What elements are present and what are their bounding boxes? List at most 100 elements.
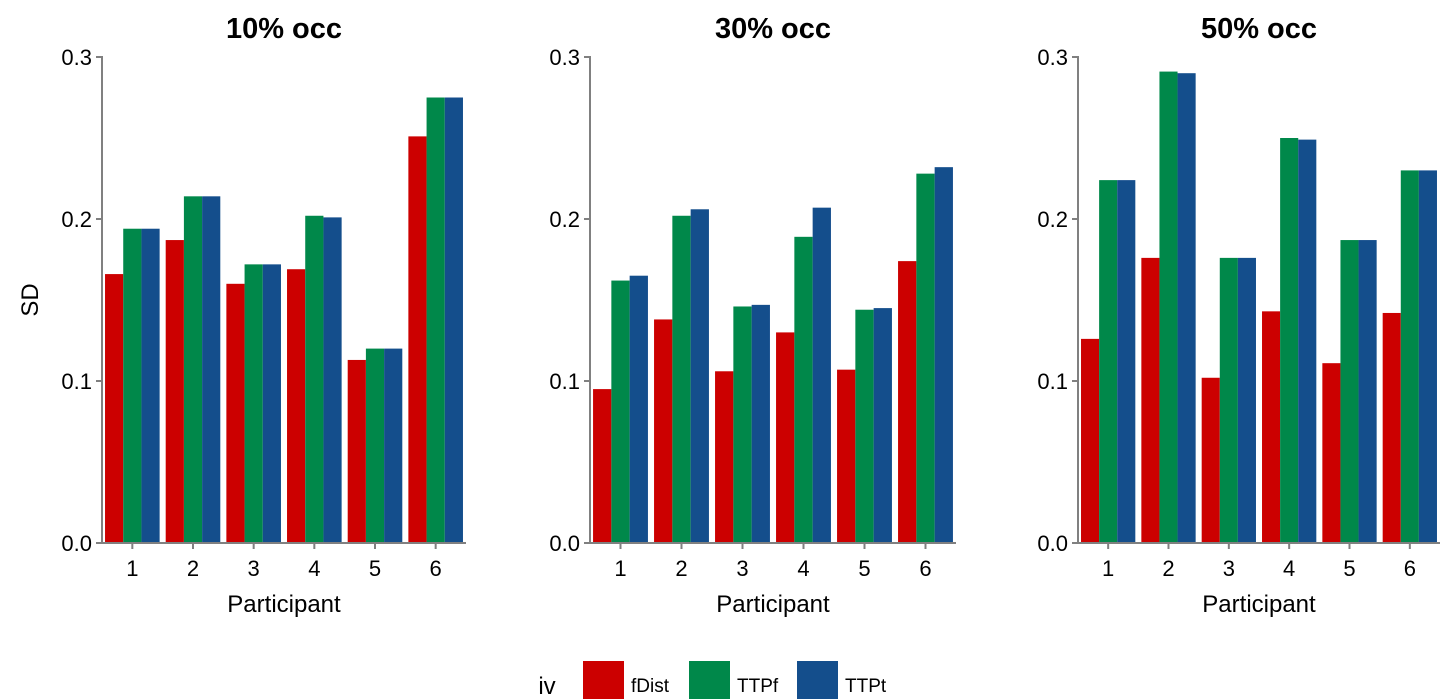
bar-fDist-p5 [837, 369, 856, 543]
bar-TTPt-p6 [934, 167, 953, 543]
y-tick-label: 0.0 [549, 531, 580, 556]
y-tick-label: 0.3 [61, 45, 92, 70]
x-axis-title: Participant [1202, 591, 1316, 618]
panel-title: 50% occ [1201, 13, 1317, 45]
x-tick-label: 5 [1343, 556, 1355, 581]
bar-TTPt-p5 [873, 308, 892, 543]
bar-TTPt-p6 [444, 97, 463, 543]
x-tick-label: 3 [736, 556, 748, 581]
x-tick-label: 2 [1162, 556, 1174, 581]
legend-swatch-TTPt [797, 661, 838, 699]
y-tick-label: 0.1 [1037, 369, 1068, 394]
panel-1: 10% occ 0.0 0.1 0.2 0.3 1 2 3 4 5 6 Participant SD [17, 13, 466, 618]
bar-fDist-p4 [287, 269, 306, 543]
bar-fDist-p2 [165, 240, 184, 543]
legend-label-TTPf: TTPf [737, 676, 779, 697]
bar-fDist-p1 [1081, 338, 1100, 543]
y-tick-label: 0.2 [549, 207, 580, 232]
bar-fDist-p3 [1201, 377, 1220, 543]
x-axis-title: Participant [227, 591, 341, 618]
x-tick-label: 3 [248, 556, 260, 581]
bar-TTPf-p1 [611, 280, 630, 543]
y-tick-label: 0.3 [549, 45, 580, 70]
bar-fDist-p4 [776, 332, 795, 543]
bar-TTPf-p2 [1159, 71, 1178, 543]
bar-TTPf-p1 [123, 228, 142, 543]
x-tick-label: 4 [1283, 556, 1295, 581]
x-tick-label: 3 [1223, 556, 1235, 581]
x-tick-label: 6 [919, 556, 931, 581]
bar-TTPf-p4 [305, 215, 324, 543]
x-tick-label: 5 [858, 556, 870, 581]
bar-TTPf-p3 [244, 264, 263, 543]
bar-TTPt-p3 [1237, 257, 1256, 543]
bar-TTPt-p3 [751, 304, 770, 543]
legend: iv fDist TTPf TTPt [538, 661, 887, 699]
bar-TTPf-p5 [1340, 240, 1359, 543]
y-tick-label: 0.3 [1037, 45, 1068, 70]
bar-TTPf-p3 [733, 306, 752, 543]
legend-title: iv [538, 673, 555, 699]
bar-TTPf-p5 [365, 348, 385, 543]
panel-title: 30% occ [715, 13, 831, 45]
bar-fDist-p1 [593, 389, 612, 543]
bar-fDist-p1 [105, 274, 124, 543]
bar-TTPf-p2 [672, 215, 691, 543]
y-tick-label: 0.1 [61, 369, 92, 394]
legend-label-TTPt: TTPt [845, 676, 887, 697]
legend-swatch-TTPf [689, 661, 730, 699]
x-tick-label: 1 [1102, 556, 1114, 581]
bar-TTPt-p4 [323, 217, 342, 543]
x-tick-label: 6 [430, 556, 442, 581]
panel-3: 50% occ 0.0 0.1 0.2 0.3 1 2 3 4 5 6 Participant [1037, 13, 1440, 618]
bar-TTPt-p2 [202, 196, 221, 543]
y-tick-label: 0.1 [549, 369, 580, 394]
bar-TTPt-p1 [629, 275, 648, 543]
legend-swatch-fDist [583, 661, 624, 699]
x-tick-label: 4 [308, 556, 320, 581]
y-tick-label: 0.2 [1037, 207, 1068, 232]
bar-fDist-p3 [715, 371, 734, 543]
bar-TTPf-p3 [1219, 257, 1238, 543]
bar-fDist-p6 [898, 261, 917, 543]
bar-TTPt-p2 [690, 209, 709, 543]
bar-fDist-p4 [1262, 311, 1281, 543]
bar-TTPf-p4 [1280, 138, 1299, 543]
bar-fDist-p5 [1322, 363, 1341, 543]
y-tick-label: 0.0 [1037, 531, 1068, 556]
bar-TTPf-p6 [1400, 170, 1419, 543]
bar-TTPf-p5 [855, 309, 874, 543]
bar-TTPt-p1 [1117, 180, 1136, 543]
bar-fDist-p6 [1382, 312, 1401, 543]
bar-fDist-p2 [1141, 257, 1160, 543]
bar-TTPf-p6 [426, 97, 445, 543]
bar-TTPt-p6 [1418, 170, 1437, 543]
x-tick-label: 5 [369, 556, 381, 581]
bar-TTPt-p4 [812, 207, 831, 543]
bar-TTPt-p5 [384, 348, 403, 543]
bar-TTPt-p5 [1358, 240, 1377, 543]
bar-TTPt-p4 [1298, 139, 1317, 543]
bar-TTPt-p3 [262, 264, 281, 543]
bar-fDist-p3 [226, 283, 245, 543]
legend-label-fDist: fDist [631, 676, 670, 697]
x-axis-title: Participant [716, 591, 830, 618]
bar-TTPt-p1 [141, 228, 160, 543]
x-tick-label: 6 [1404, 556, 1416, 581]
bar-TTPf-p1 [1099, 180, 1118, 543]
x-tick-label: 1 [126, 556, 138, 581]
bar-fDist-p5 [347, 359, 366, 543]
bar-TTPt-p2 [1177, 73, 1196, 543]
y-tick-label: 0.0 [61, 531, 92, 556]
x-tick-label: 4 [797, 556, 809, 581]
panel-2: 30% occ 0.0 0.1 0.2 0.3 1 2 3 4 5 6 Participant [549, 13, 956, 618]
bar-TTPf-p4 [794, 236, 813, 543]
x-tick-label: 1 [614, 556, 626, 581]
bar-fDist-p2 [654, 319, 673, 543]
bar-fDist-p6 [408, 136, 427, 543]
y-axis-title: SD [17, 283, 44, 316]
x-tick-label: 2 [187, 556, 199, 581]
x-tick-label: 2 [675, 556, 687, 581]
y-tick-label: 0.2 [61, 207, 92, 232]
